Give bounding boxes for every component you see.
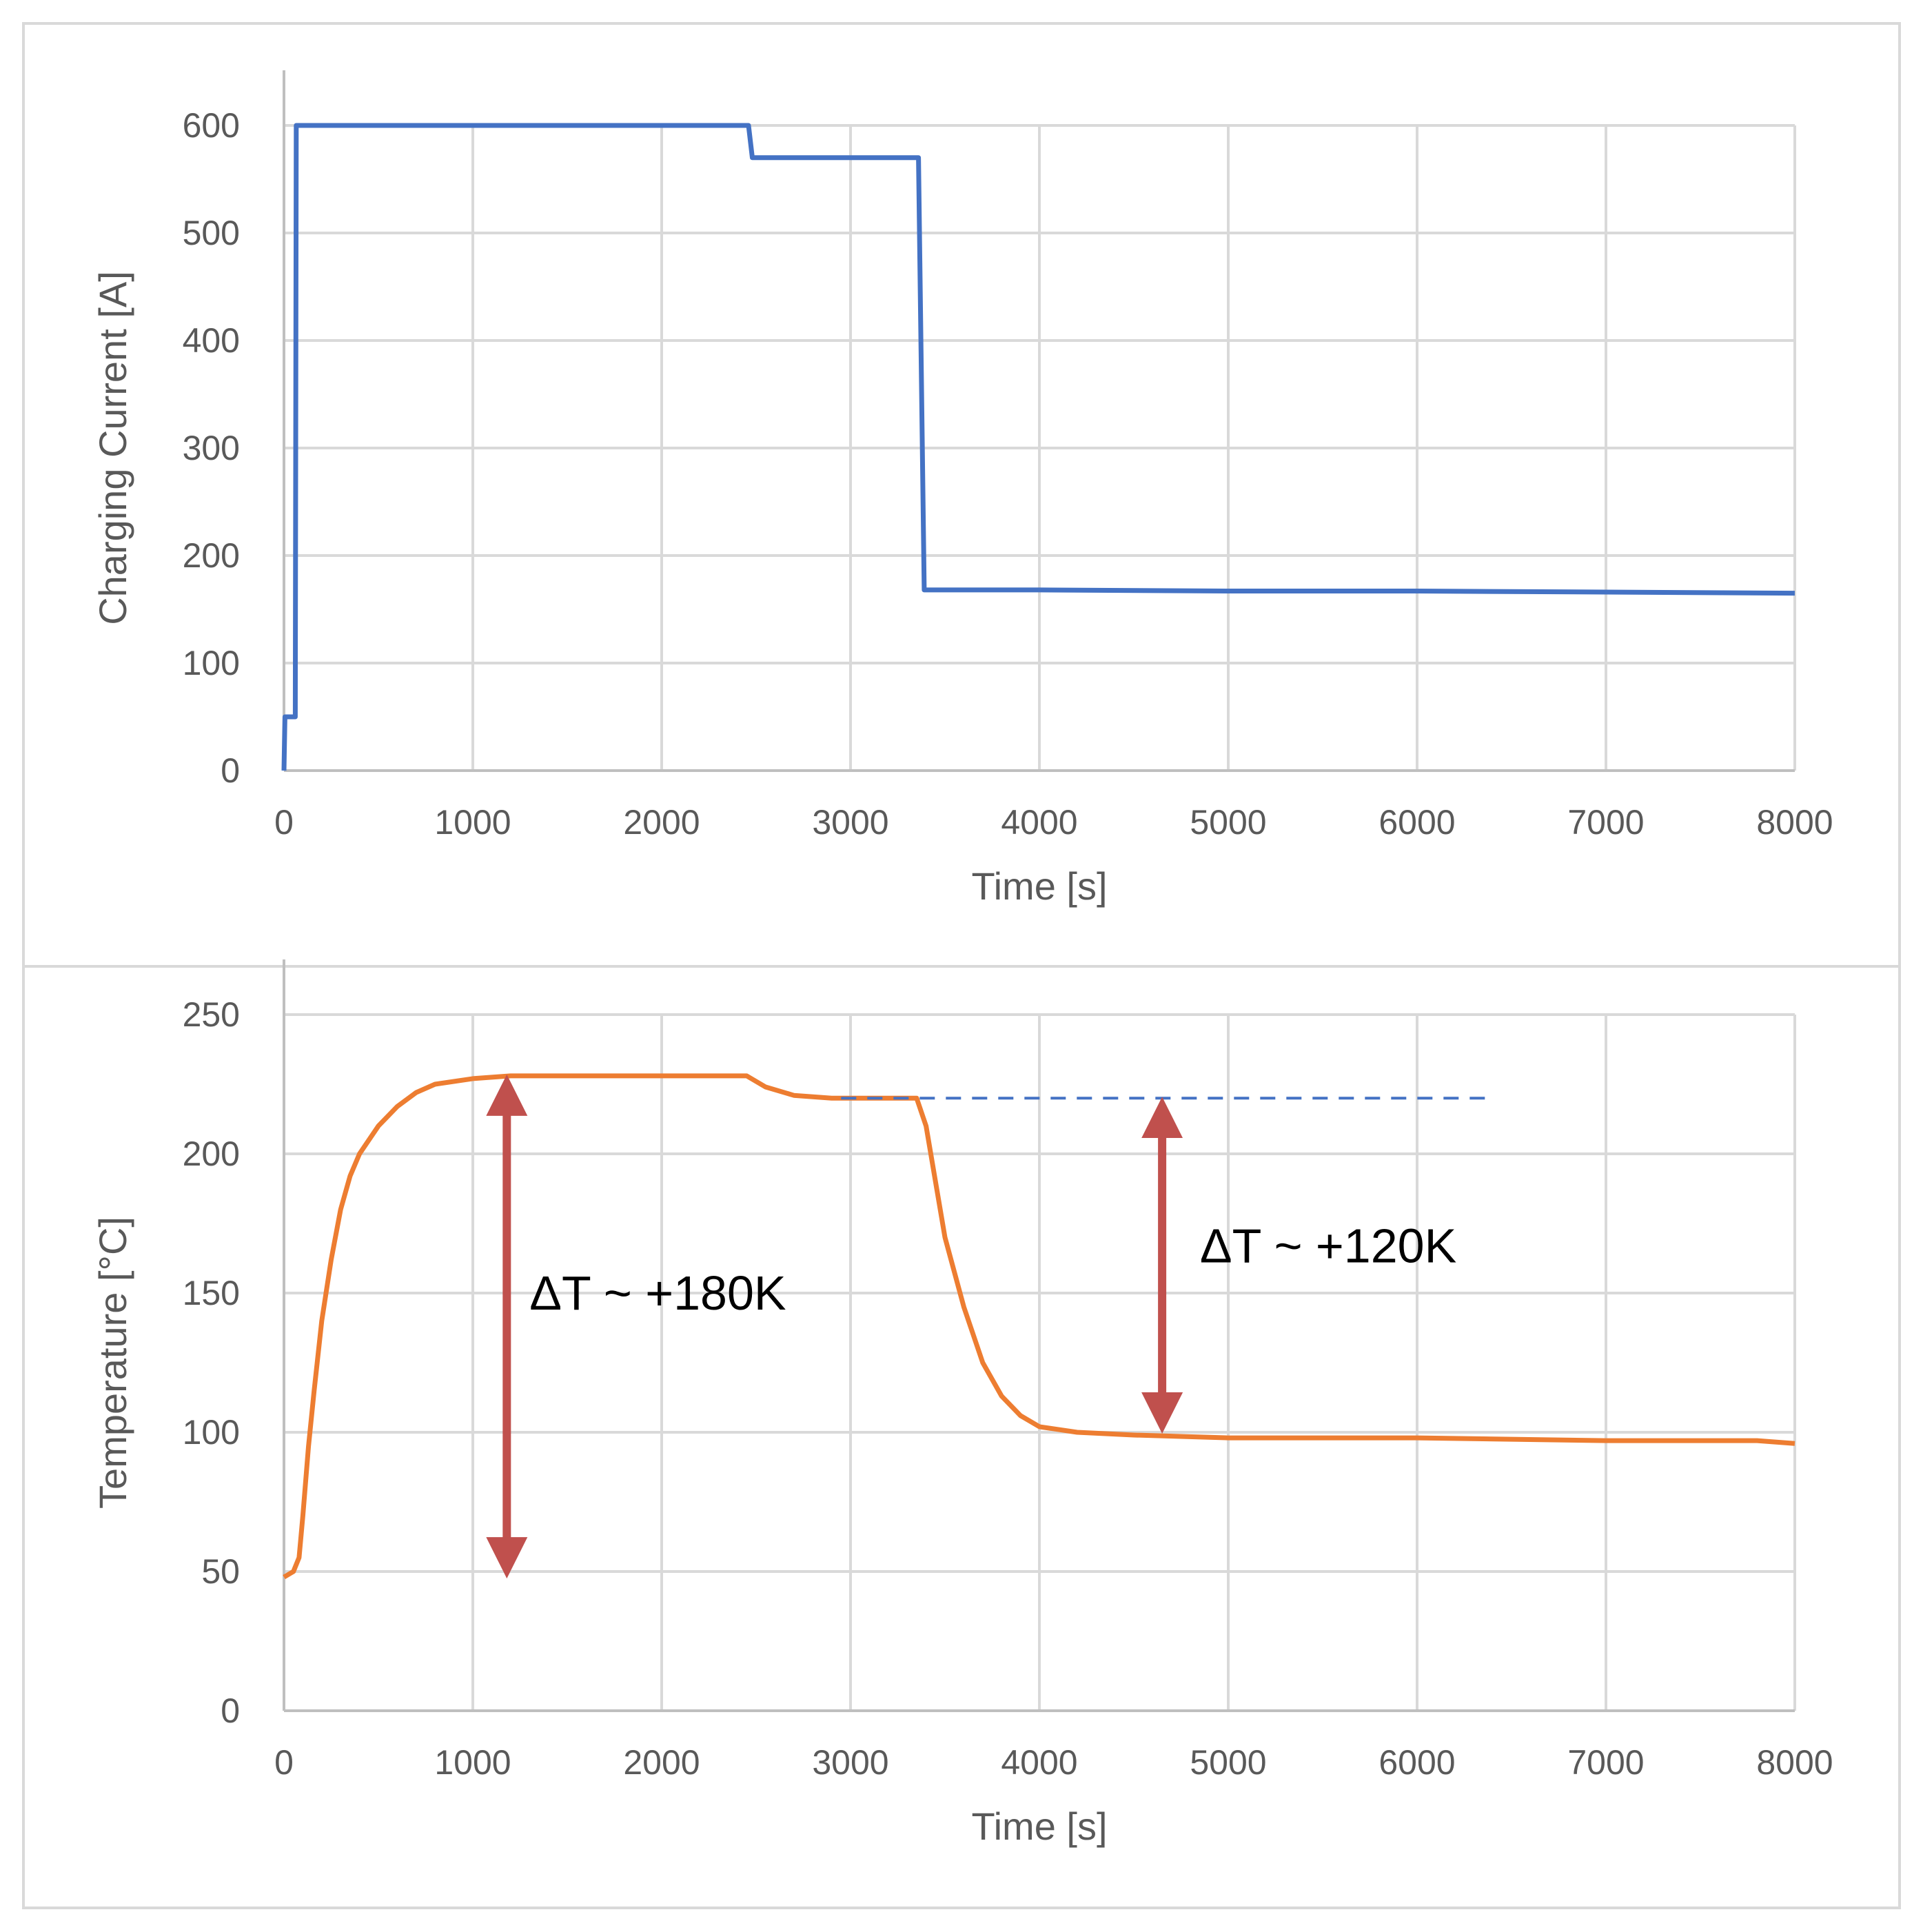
series-line-0 bbox=[281, 123, 1795, 771]
x-tick-label: 1000 bbox=[434, 803, 511, 842]
x-tick-label: 0 bbox=[274, 803, 294, 842]
y-tick-label: 100 bbox=[183, 1413, 240, 1452]
y-tick-label: 300 bbox=[183, 429, 240, 467]
x-tick-label: 6000 bbox=[1378, 803, 1455, 842]
y-tick-label: 250 bbox=[183, 995, 240, 1034]
y-tick-label: 150 bbox=[183, 1274, 240, 1312]
y-axis-title: Temperature [°C] bbox=[91, 1217, 134, 1509]
x-tick-label: 3000 bbox=[812, 1743, 888, 1782]
x-tick-label: 8000 bbox=[1756, 1743, 1833, 1782]
x-axis-title: Time [s] bbox=[971, 1804, 1107, 1848]
x-axis-title: Time [s] bbox=[971, 864, 1107, 908]
y-tick-label: 200 bbox=[183, 536, 240, 575]
chart-frame-current bbox=[22, 22, 1901, 968]
x-tick-label: 2000 bbox=[623, 1743, 700, 1782]
y-tick-label: 50 bbox=[201, 1552, 240, 1591]
chart-frame-temperature bbox=[22, 965, 1901, 1909]
x-tick-label: 2000 bbox=[623, 803, 700, 842]
series-line-0 bbox=[283, 1073, 1795, 1580]
x-tick-label: 6000 bbox=[1378, 1743, 1455, 1782]
y-tick-label: 0 bbox=[221, 1691, 240, 1730]
y-tick-label: 100 bbox=[183, 644, 240, 682]
y-axis-title: Charging Current [A] bbox=[91, 271, 134, 625]
x-tick-label: 8000 bbox=[1756, 803, 1833, 842]
delta-t-annotation: ΔT ~ +120K bbox=[1200, 1219, 1456, 1272]
y-tick-label: 400 bbox=[183, 321, 240, 360]
x-tick-label: 7000 bbox=[1567, 1743, 1644, 1782]
x-tick-label: 3000 bbox=[812, 803, 888, 842]
x-tick-label: 0 bbox=[274, 1743, 294, 1782]
temperature-chart: 0 50 100 150 200 250 0 1000 2000 3000 4000 5000 6000… bbox=[91, 959, 1833, 1848]
x-tick-label: 4000 bbox=[1001, 803, 1077, 842]
y-tick-label: 600 bbox=[183, 106, 240, 145]
y-tick-label: 500 bbox=[183, 214, 240, 252]
y-tick-label: 0 bbox=[221, 751, 240, 790]
delta-t-annotation: ΔT ~ +180K bbox=[529, 1266, 786, 1320]
x-tick-label: 5000 bbox=[1190, 803, 1266, 842]
x-tick-label: 7000 bbox=[1567, 803, 1644, 842]
x-tick-label: 4000 bbox=[1001, 1743, 1077, 1782]
y-tick-label: 200 bbox=[183, 1135, 240, 1173]
x-tick-label: 1000 bbox=[434, 1743, 511, 1782]
x-tick-label: 5000 bbox=[1190, 1743, 1266, 1782]
